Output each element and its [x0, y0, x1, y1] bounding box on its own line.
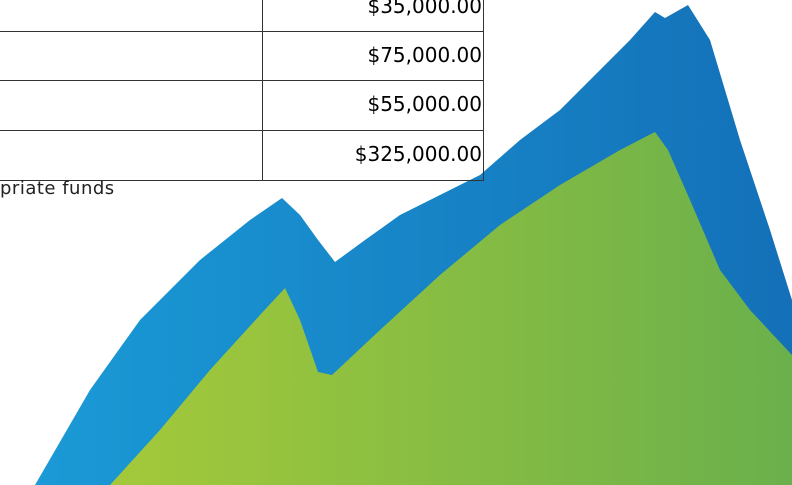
table: $35,000.00 $75,000.00 $55,000.00 $325,00… — [0, 0, 792, 485]
row-divider — [0, 31, 484, 32]
amount: $35,000.00 — [367, 0, 482, 18]
page: $35,000.00 $75,000.00 $55,000.00 $325,00… — [0, 0, 792, 485]
row-divider — [0, 130, 484, 131]
amount: $75,000.00 — [367, 43, 482, 67]
row-divider — [0, 80, 484, 81]
column-divider — [262, 0, 263, 181]
body-text: priate funds — [0, 178, 115, 199]
amount: $55,000.00 — [367, 92, 482, 116]
amount: $325,000.00 — [355, 142, 482, 166]
